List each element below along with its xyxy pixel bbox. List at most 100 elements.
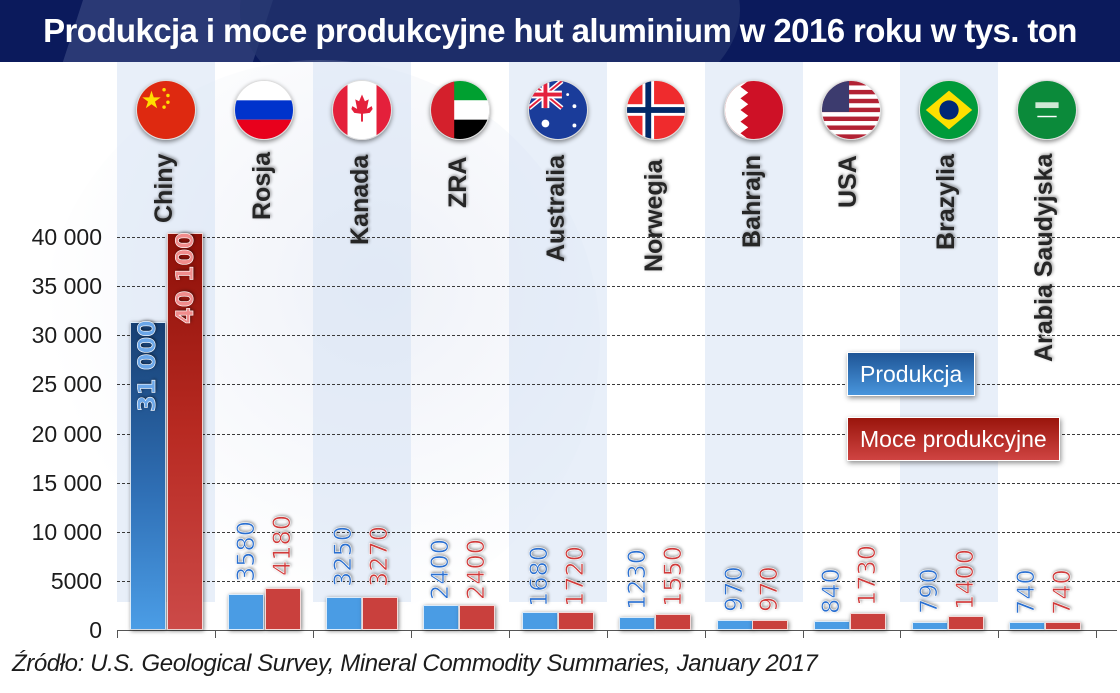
legend-production-label: Produkcja — [860, 360, 963, 387]
x-tick — [900, 630, 901, 638]
x-tick — [705, 630, 706, 638]
bar-production-zra[interactable] — [423, 605, 459, 630]
country-label-brazylia: Brazylia — [932, 154, 960, 250]
gridline-25000 — [117, 384, 1120, 385]
bar-production-usa[interactable] — [814, 621, 850, 630]
country-label-norwegia: Norwegia — [640, 159, 668, 272]
bar-production-arabia-saudyjska[interactable] — [1009, 622, 1045, 630]
value-label-production-chiny: 31 000 — [133, 320, 162, 412]
value-label-capacity-norwegia: 1550 — [659, 545, 688, 608]
value-label-production-usa: 840 — [817, 568, 846, 614]
bar-capacity-kanada[interactable] — [362, 597, 398, 630]
country-label-rosja: Rosja — [248, 151, 276, 220]
x-tick — [215, 630, 216, 638]
value-label-capacity-rosja: 4180 — [268, 514, 297, 577]
bar-production-chiny[interactable] — [130, 322, 166, 630]
x-tick — [998, 630, 999, 638]
x-tick — [411, 630, 412, 638]
value-label-capacity-arabia-saudyjska: 740 — [1048, 569, 1077, 615]
country-label-bahrajn: Bahrajn — [738, 154, 766, 248]
country-label-arabia-saudyjska: Arabia Saudyjska — [1030, 153, 1058, 362]
value-label-capacity-usa: 1730 — [853, 544, 882, 607]
chart-title: Produkcja i moce produkcyjne hut alumini… — [43, 12, 1077, 49]
bar-capacity-chiny[interactable] — [167, 233, 203, 630]
gridline-40000 — [117, 237, 1120, 238]
value-label-production-zra: 2400 — [426, 538, 455, 601]
title-decoration — [240, 0, 740, 62]
bahrain-flag-icon — [724, 80, 784, 140]
usa-flag-icon — [821, 80, 881, 140]
bar-capacity-norwegia[interactable] — [655, 614, 691, 630]
bar-production-brazylia[interactable] — [912, 622, 948, 630]
legend-capacity-label: Moce produkcyjne — [860, 425, 1047, 452]
gridline-20000 — [117, 434, 1120, 435]
chart-plot-area: 40 000 35 000 30 000 25 000 20 000 15 00… — [0, 62, 1120, 643]
bar-capacity-australia[interactable] — [558, 612, 594, 630]
gridline-35000 — [117, 286, 1120, 287]
x-tick — [1096, 630, 1097, 638]
value-label-capacity-brazylia: 1400 — [951, 548, 980, 611]
value-label-production-bahrajn: 970 — [720, 566, 749, 612]
bar-production-norwegia[interactable] — [619, 617, 655, 630]
x-tick — [509, 630, 510, 638]
x-tick — [117, 630, 118, 638]
canada-flag-icon — [332, 80, 392, 140]
x-axis-line — [117, 630, 1117, 631]
bar-capacity-bahrajn[interactable] — [752, 620, 788, 630]
bar-production-australia[interactable] — [522, 612, 558, 630]
bar-capacity-brazylia[interactable] — [948, 616, 984, 630]
value-label-capacity-bahrajn: 970 — [755, 566, 784, 612]
value-label-capacity-chiny: 40 100 — [171, 232, 200, 324]
x-tick — [607, 630, 608, 638]
value-label-production-australia: 1680 — [525, 545, 554, 608]
bar-capacity-rosja[interactable] — [265, 588, 301, 630]
brazil-flag-icon — [919, 80, 979, 140]
column-stripe — [509, 62, 607, 602]
australia-flag-icon — [528, 80, 588, 140]
china-flag-icon — [136, 80, 196, 140]
value-label-capacity-kanada: 3270 — [365, 525, 394, 588]
bar-capacity-arabia-saudyjska[interactable] — [1045, 622, 1081, 630]
column-stripe — [705, 62, 803, 602]
y-tick-label: 35 000 — [31, 273, 102, 299]
title-bar: Produkcja i moce produkcyjne hut alumini… — [0, 0, 1120, 62]
y-tick-label: 20 000 — [31, 421, 102, 447]
value-label-production-norwegia: 1230 — [623, 548, 652, 611]
source-note: Źródło: U.S. Geological Survey, Mineral … — [12, 650, 818, 677]
y-tick-label: 5000 — [50, 568, 102, 594]
country-label-kanada: Kanada — [346, 154, 374, 245]
russia-flag-icon — [234, 80, 294, 140]
column-stripe — [313, 62, 411, 602]
y-tick-label: 40 000 — [31, 224, 102, 250]
y-tick-label: 15 000 — [31, 470, 102, 496]
gridline-30000 — [117, 335, 1120, 336]
country-label-australia: Australia — [542, 155, 570, 262]
gridline-5000 — [117, 581, 1120, 582]
x-tick — [803, 630, 804, 638]
column-stripe — [900, 62, 998, 602]
value-label-production-rosja: 3580 — [232, 520, 261, 583]
value-label-production-kanada: 3250 — [329, 525, 358, 588]
uae-flag-icon — [430, 80, 490, 140]
value-label-capacity-zra: 2400 — [462, 538, 491, 601]
bar-capacity-usa[interactable] — [850, 613, 886, 630]
y-tick-label: 30 000 — [31, 322, 102, 348]
value-label-production-brazylia: 790 — [915, 568, 944, 614]
legend-production[interactable]: Produkcja — [847, 352, 976, 396]
value-label-capacity-australia: 1720 — [561, 545, 590, 608]
saudi-arabia-flag-icon — [1017, 80, 1077, 140]
x-tick — [313, 630, 314, 638]
country-label-chiny: Chiny — [150, 153, 178, 223]
gridline-10000 — [117, 532, 1120, 533]
bar-production-bahrajn[interactable] — [717, 620, 753, 630]
y-tick-label: 0 — [89, 617, 102, 643]
bar-production-rosja[interactable] — [228, 594, 264, 630]
bar-production-kanada[interactable] — [326, 597, 362, 630]
y-tick-label: 10 000 — [31, 519, 102, 545]
norway-flag-icon — [626, 80, 686, 140]
value-label-production-arabia-saudyjska: 740 — [1012, 569, 1041, 615]
legend-capacity[interactable]: Moce produkcyjne — [847, 417, 1060, 461]
bar-capacity-zra[interactable] — [459, 605, 495, 630]
y-tick-label: 25 000 — [31, 371, 102, 397]
country-label-zra: ZRA — [444, 156, 472, 208]
